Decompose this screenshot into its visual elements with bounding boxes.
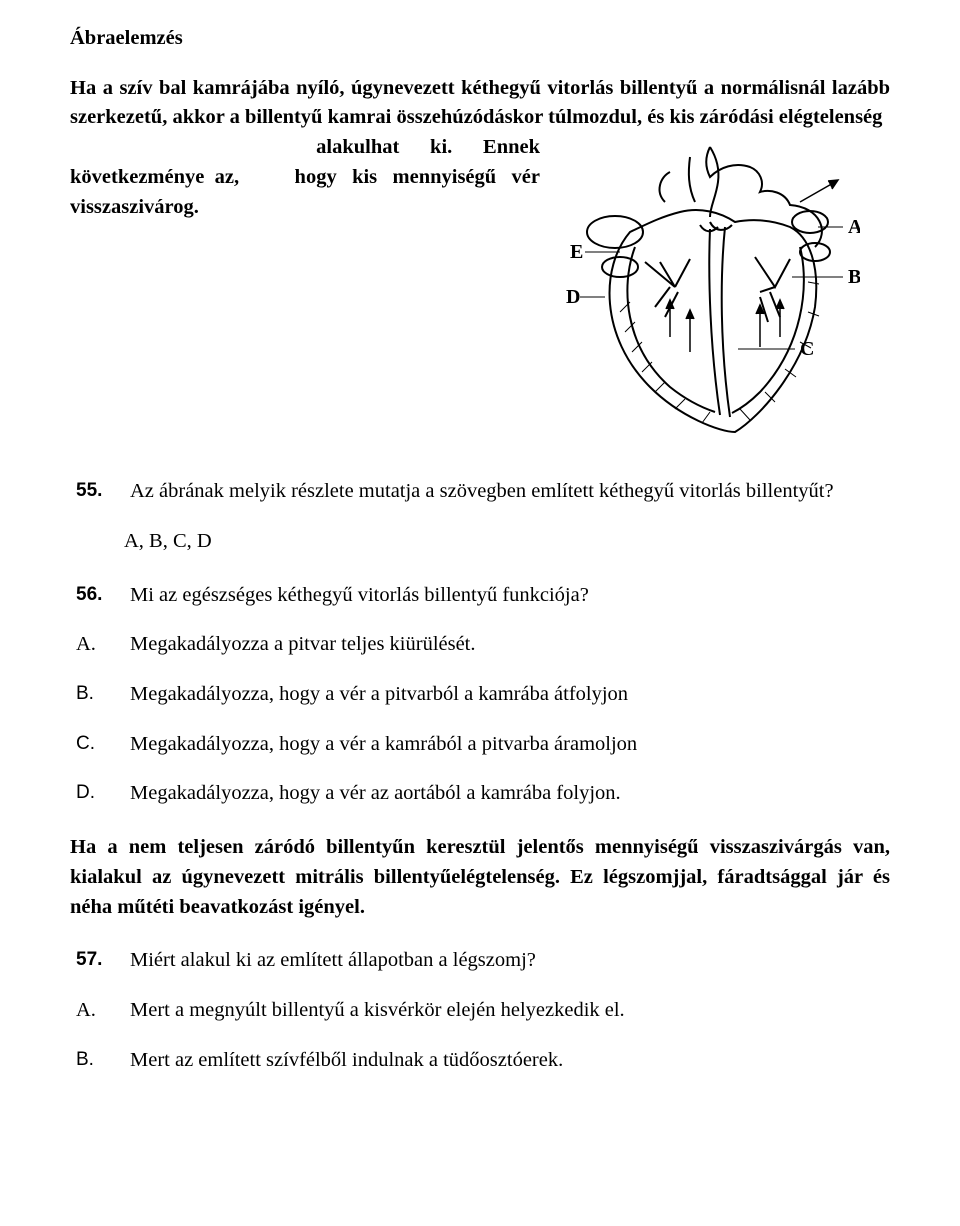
diagram-label-d: D xyxy=(566,286,580,308)
option-letter: D. xyxy=(70,779,130,809)
option-letter: B. xyxy=(70,1046,130,1076)
section-title: Ábraelemzés xyxy=(70,24,890,54)
question-57-text: Miért alakul ki az említett állapotban a… xyxy=(130,946,890,976)
option-letter: A. xyxy=(70,996,130,1026)
option-text: Mert az említett szívfélből indulnak a t… xyxy=(130,1046,890,1076)
question-57-option-b: B. Mert az említett szívfélből indulnak … xyxy=(70,1046,890,1076)
question-56-option-d: D. Megakadályozza, hogy a vér az aortábó… xyxy=(70,779,890,809)
diagram-label-b: B xyxy=(848,266,860,288)
question-57-option-a: A. Mert a megnyúlt billentyű a kisvérkör… xyxy=(70,996,890,1026)
heart-diagram: A B C D E xyxy=(560,137,860,437)
question-55-text: Az ábrának melyik részlete mutatja a szö… xyxy=(130,477,890,507)
question-57-number: 57. xyxy=(70,946,130,976)
option-text: Megakadályozza, hogy a vér a kamrából a … xyxy=(130,730,890,760)
diagram-label-e: E xyxy=(570,241,583,263)
paragraph-2: Ha a nem teljesen záródó billentyűn kere… xyxy=(70,833,890,922)
option-letter: C. xyxy=(70,730,130,760)
question-56-option-b: B. Megakadályozza, hogy a vér a pitvarbó… xyxy=(70,680,890,710)
intro-paragraph-line1: Ha a szív bal kamrájába nyíló, úgyneveze… xyxy=(70,74,890,133)
diagram-label-c: C xyxy=(800,338,814,360)
question-56-number: 56. xyxy=(70,581,130,611)
option-text: Mert a megnyúlt billentyű a kisvérkör el… xyxy=(130,996,890,1026)
option-text: Megakadályozza, hogy a vér a pitvarból a… xyxy=(130,680,890,710)
question-57: 57. Miért alakul ki az említett állapotb… xyxy=(70,946,890,976)
intro-with-figure: A B C D E alakulhat ki. Ennek következmé… xyxy=(70,133,890,453)
question-56-option-c: C. Megakadályozza, hogy a vér a kamrából… xyxy=(70,730,890,760)
option-letter: A. xyxy=(70,630,130,660)
intro-line-3-right: hogy kis mennyiségű vér xyxy=(295,163,540,193)
diagram-label-a: A xyxy=(848,216,860,238)
question-55: 55. Az ábrának melyik részlete mutatja a… xyxy=(70,477,890,507)
option-text: Megakadályozza a pitvar teljes kiürülésé… xyxy=(130,630,890,660)
option-text: Megakadályozza, hogy a vér az aortából a… xyxy=(130,779,890,809)
question-56-text: Mi az egészséges kéthegyű vitorlás bille… xyxy=(130,581,890,611)
question-56-option-a: A. Megakadályozza a pitvar teljes kiürül… xyxy=(70,630,890,660)
intro-line-3-left: következménye az, xyxy=(70,166,239,188)
option-letter: B. xyxy=(70,680,130,710)
question-56: 56. Mi az egészséges kéthegyű vitorlás b… xyxy=(70,581,890,611)
question-55-answer-hint: A, B, C, D xyxy=(124,527,890,557)
question-55-number: 55. xyxy=(70,477,130,507)
page: Ábraelemzés Ha a szív bal kamrájába nyíl… xyxy=(0,0,960,1226)
